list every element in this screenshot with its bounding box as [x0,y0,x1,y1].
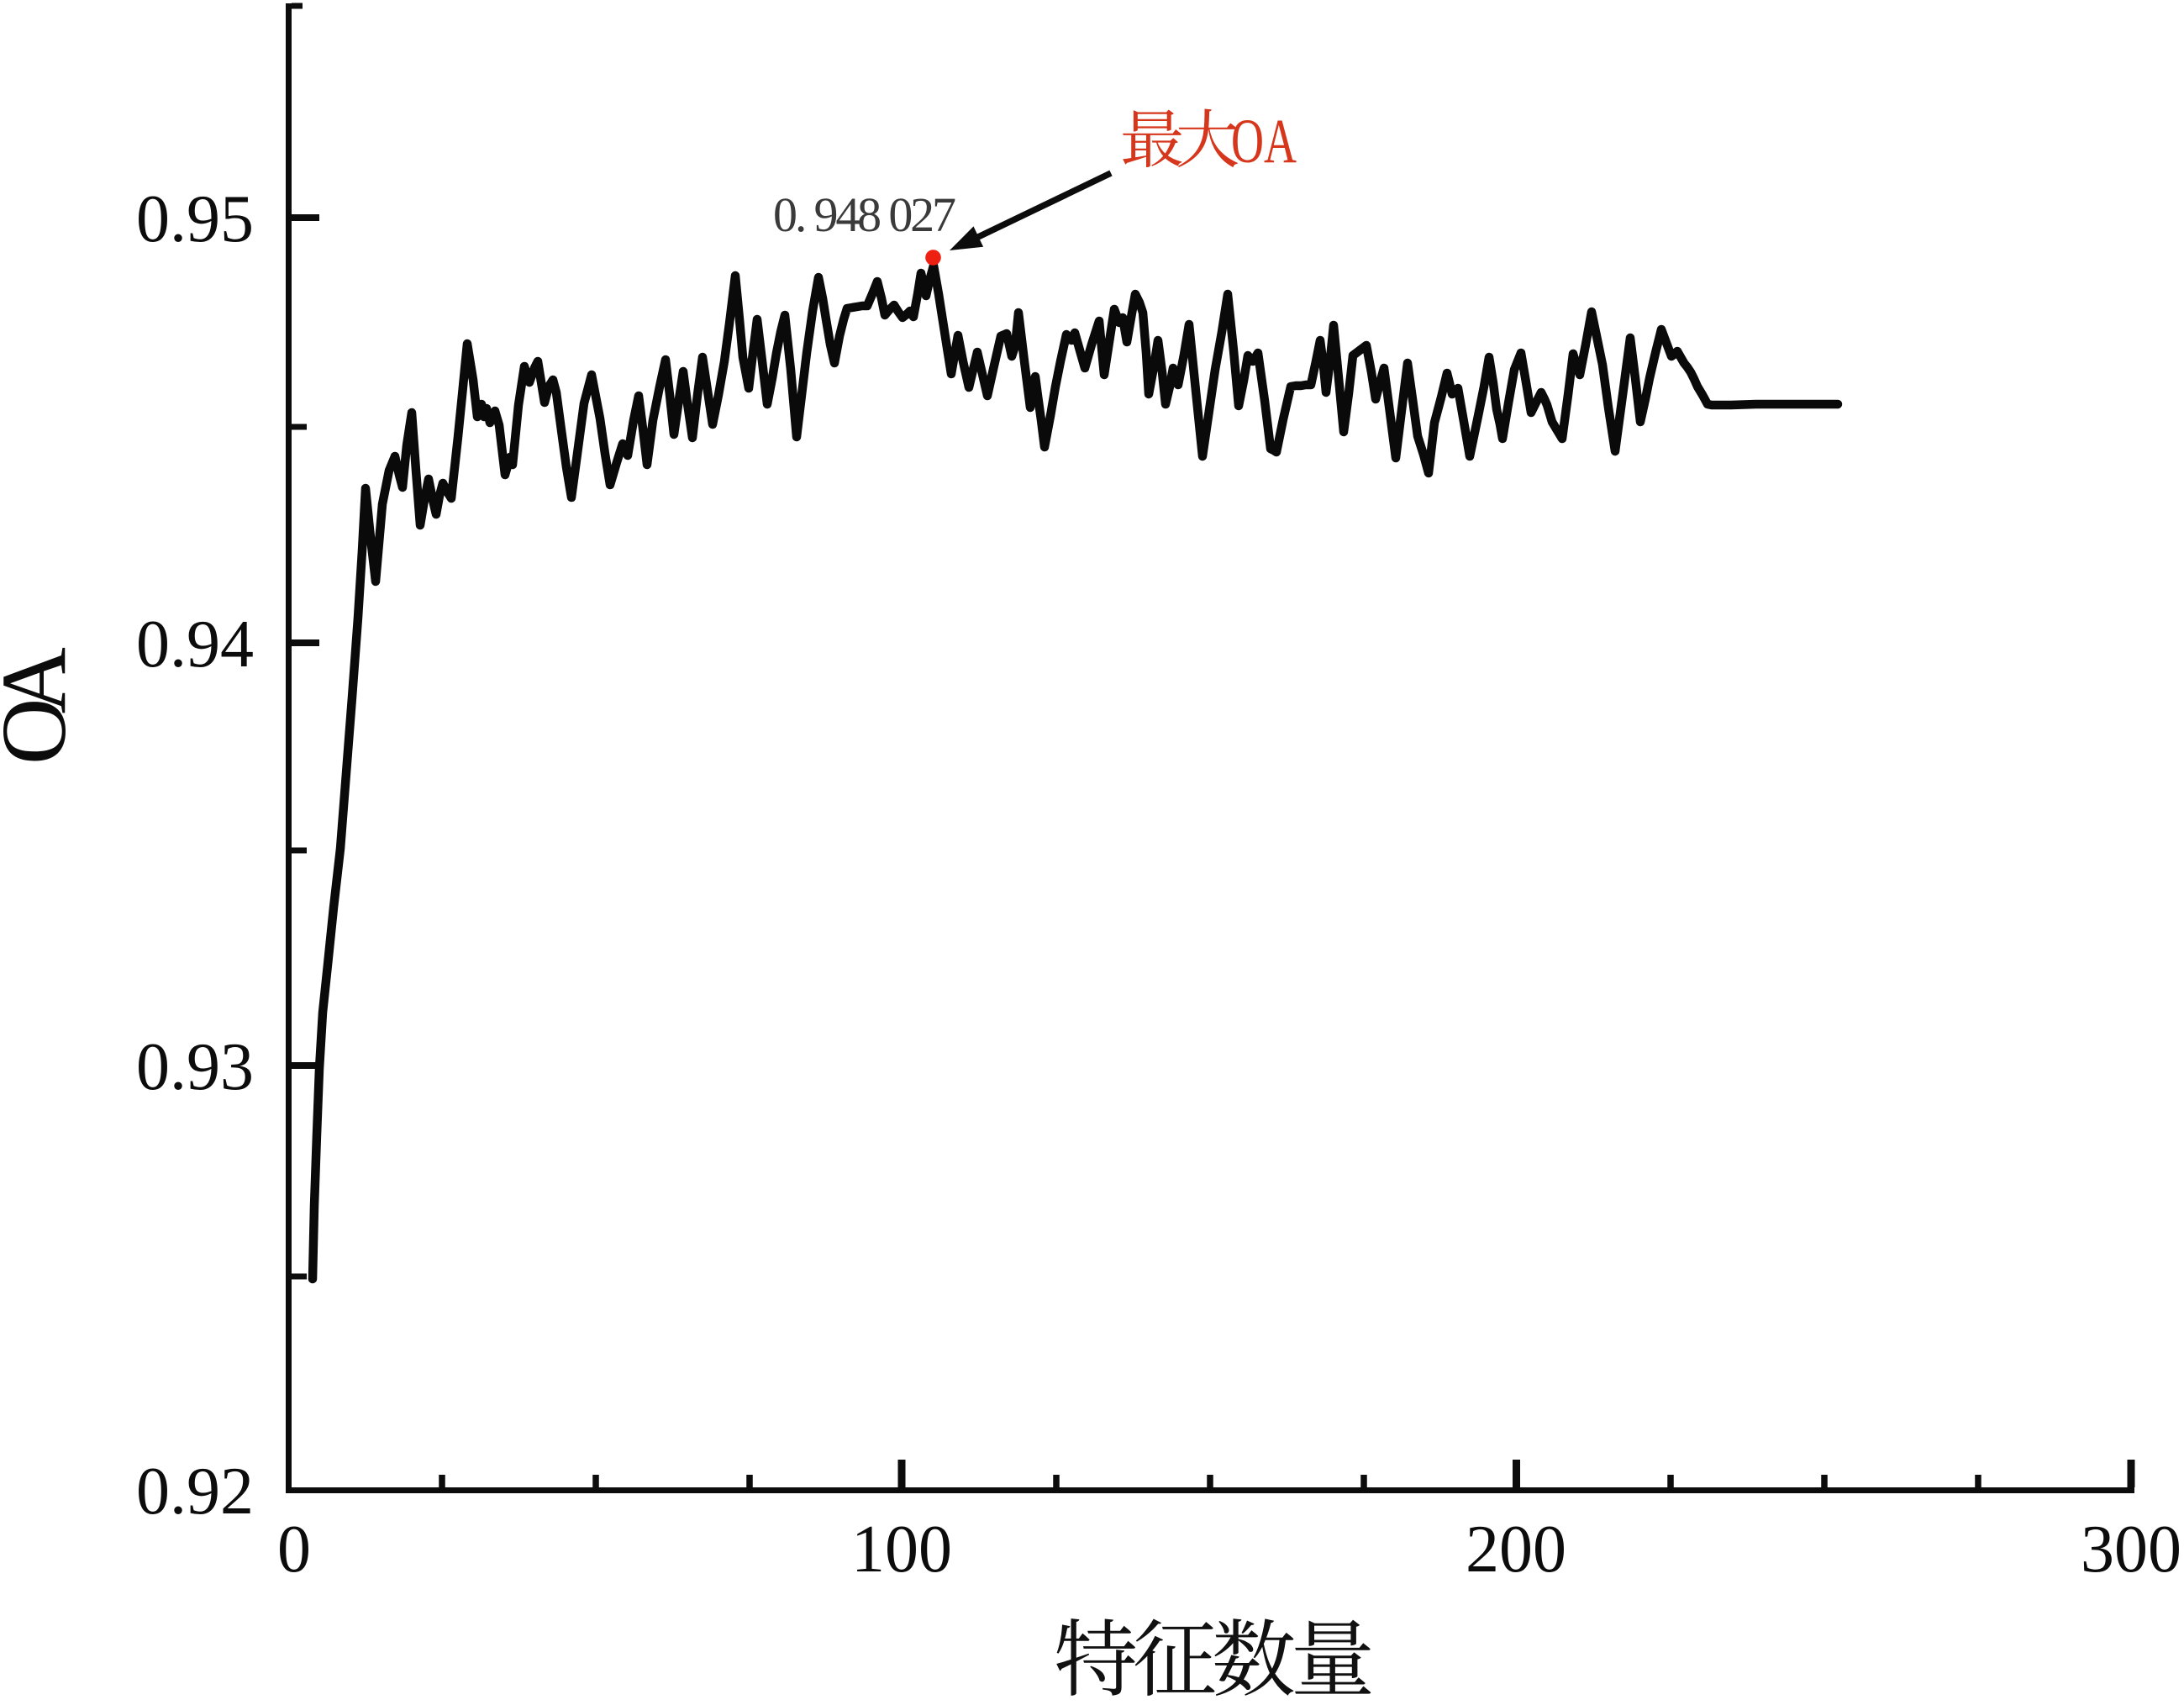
svg-text:0: 0 [277,1513,311,1587]
svg-text:100: 100 [851,1513,952,1587]
svg-text:OA: OA [0,647,85,765]
svg-text:300: 300 [2081,1513,2181,1587]
svg-text:0. 948 027: 0. 948 027 [773,187,956,242]
svg-text:0.94: 0.94 [136,608,254,681]
svg-text:200: 200 [1466,1513,1566,1587]
svg-text:0.93: 0.93 [136,1030,254,1104]
svg-text:0.95: 0.95 [136,182,254,256]
svg-text:0.92: 0.92 [136,1455,254,1529]
svg-text:OA: OA [1231,108,1297,177]
